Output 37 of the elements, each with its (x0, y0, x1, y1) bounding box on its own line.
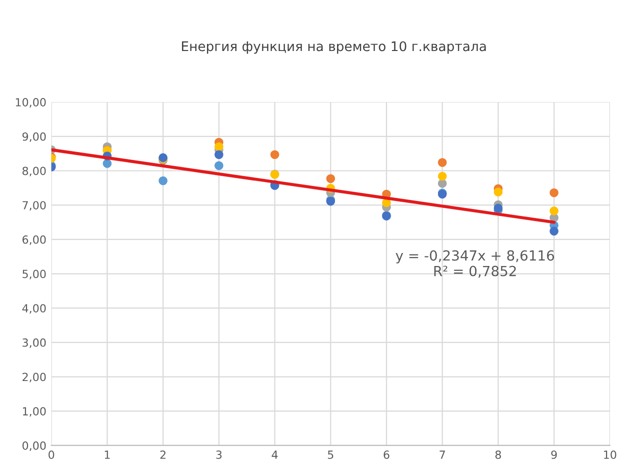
chart-title: Енергия функция на времето 10 г.квартала (182, 41, 486, 54)
y-tick-label: 4,00 (22, 304, 46, 314)
point (550, 206, 558, 216)
point (326, 174, 336, 184)
x-tick-label: 6 (384, 450, 390, 459)
y-tick-label: 7,00 (22, 201, 46, 211)
point (214, 161, 224, 170)
point (438, 172, 447, 181)
y-tick-label: 0,00 (22, 441, 46, 451)
y-tick-label: 5,00 (22, 270, 46, 280)
x-tick-label: 9 (551, 450, 557, 459)
point (102, 159, 112, 168)
y-tick-label: 10,00 (16, 98, 46, 108)
point (270, 150, 280, 160)
point (550, 226, 558, 236)
point (550, 188, 558, 198)
x-tick-label: 10 (604, 450, 616, 459)
x-tick-label: 3 (216, 450, 222, 459)
point (214, 150, 224, 160)
x-tick-label: 2 (160, 450, 166, 459)
y-tick-label: 6,00 (22, 235, 46, 245)
x-tick-label: 0 (48, 450, 54, 459)
y-tick-label: 1,00 (22, 407, 46, 417)
x-tick-label: 7 (440, 450, 445, 459)
x-tick-label: 5 (328, 450, 334, 459)
x-tick-label: 1 (104, 450, 110, 459)
y-tick-label: 3,00 (22, 338, 46, 348)
point (438, 158, 447, 167)
y-tick-label: 9,00 (22, 132, 46, 142)
annotation: y = -0,2347x + 8,6116 R² = 0,7852 (396, 250, 554, 278)
point (158, 176, 168, 186)
y-tick-label: 8,00 (22, 166, 46, 176)
x-tick-label: 4 (272, 450, 278, 459)
x-tick-label: 8 (495, 450, 501, 459)
point (214, 142, 224, 152)
point (494, 188, 503, 196)
y-tick-label: 2,00 (22, 372, 46, 382)
